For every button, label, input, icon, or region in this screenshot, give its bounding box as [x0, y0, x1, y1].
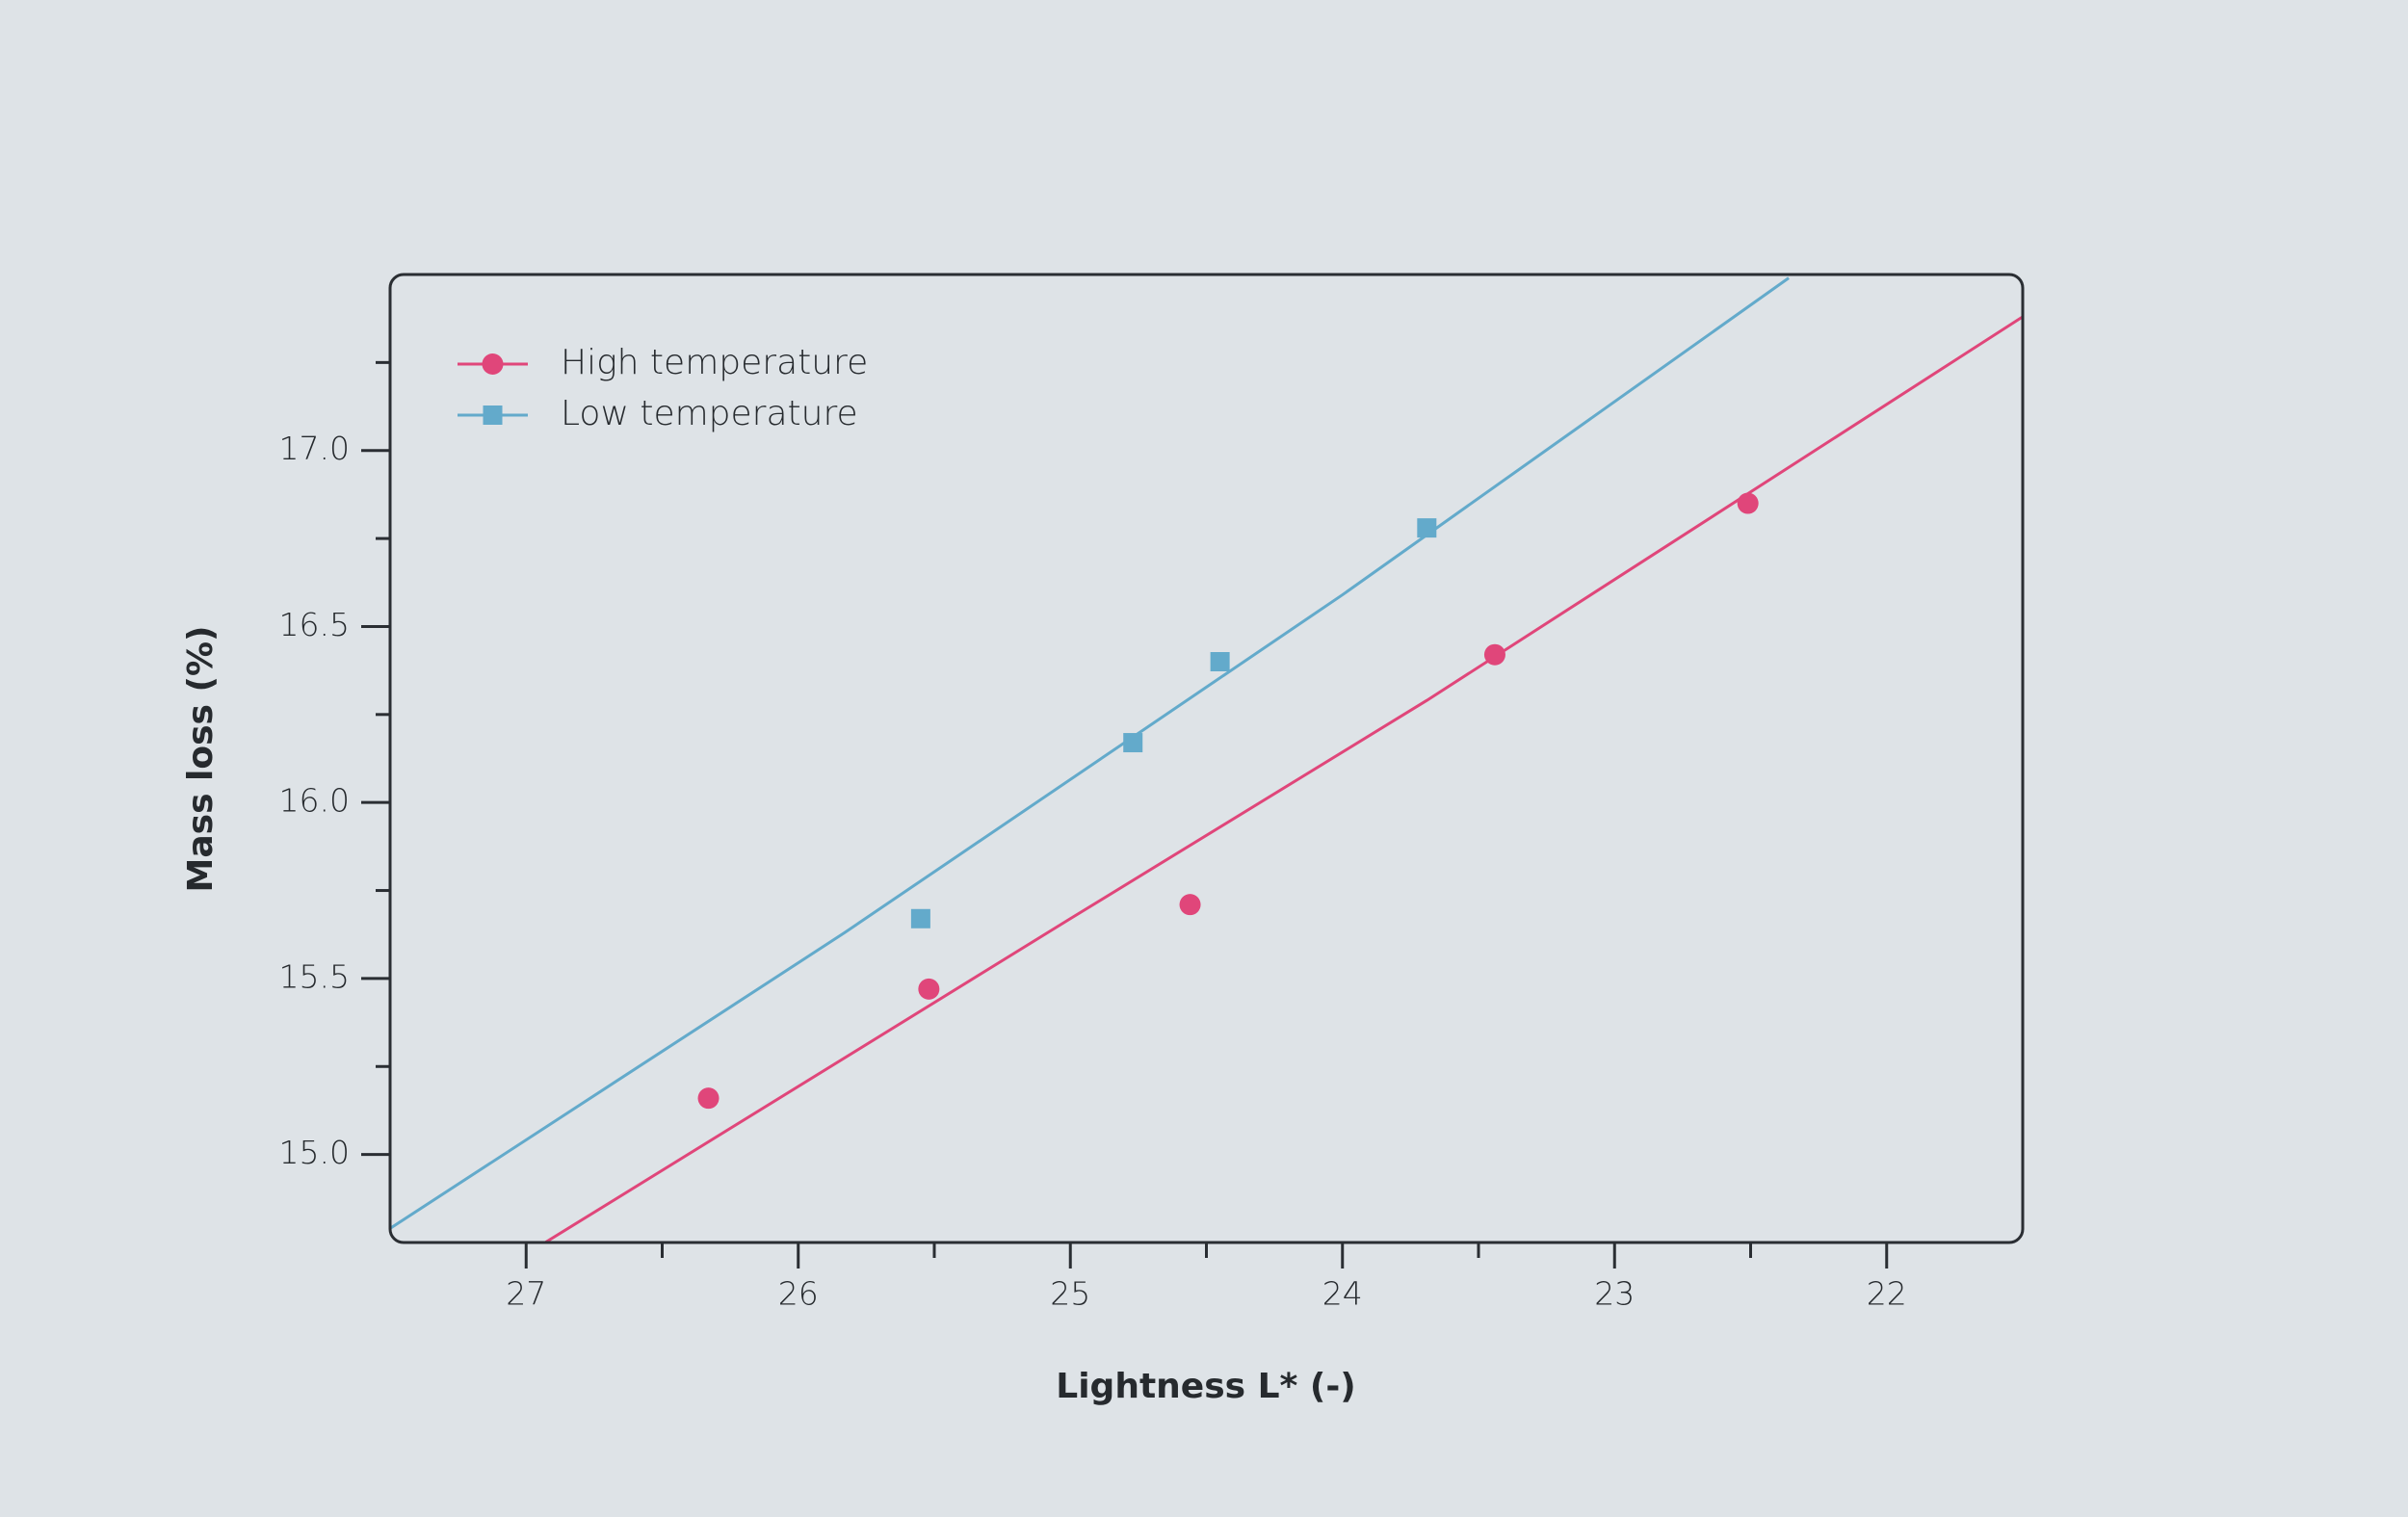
marker-circle	[482, 353, 504, 375]
y-tick-label: 16.0	[279, 782, 350, 820]
x-tick-label: 27	[506, 1275, 546, 1313]
fit-line	[390, 276, 1790, 1230]
x-tick-label: 24	[1322, 1275, 1363, 1313]
marker-circle	[918, 978, 940, 1000]
legend-label: Low temperature	[561, 394, 858, 433]
marker-square	[1123, 733, 1143, 753]
y-tick-label: 15.0	[279, 1134, 350, 1171]
marker-square	[1417, 518, 1437, 538]
y-tick-label: 15.5	[279, 957, 350, 995]
x-axis-label: Lightness L* (-)	[1056, 1367, 1355, 1406]
y-tick-label: 16.5	[279, 606, 350, 643]
plot-area	[390, 276, 2023, 1242]
marker-square	[910, 908, 930, 929]
marker-circle	[1179, 894, 1201, 916]
x-tick-label: 26	[778, 1275, 819, 1313]
marker-circle	[697, 1087, 720, 1110]
legend-label: High temperature	[561, 343, 868, 382]
y-tick-label: 17.0	[279, 430, 350, 467]
marker-circle	[1483, 643, 1505, 666]
y-axis-label: Mass loss (%)	[181, 626, 221, 893]
marker-square	[483, 405, 503, 425]
marker-square	[1210, 652, 1230, 671]
x-tick-label: 25	[1050, 1275, 1090, 1313]
marker-circle	[1737, 492, 1759, 514]
fit-line	[544, 315, 2023, 1242]
x-tick-label: 22	[1867, 1275, 1907, 1313]
x-tick-label: 23	[1594, 1275, 1635, 1313]
